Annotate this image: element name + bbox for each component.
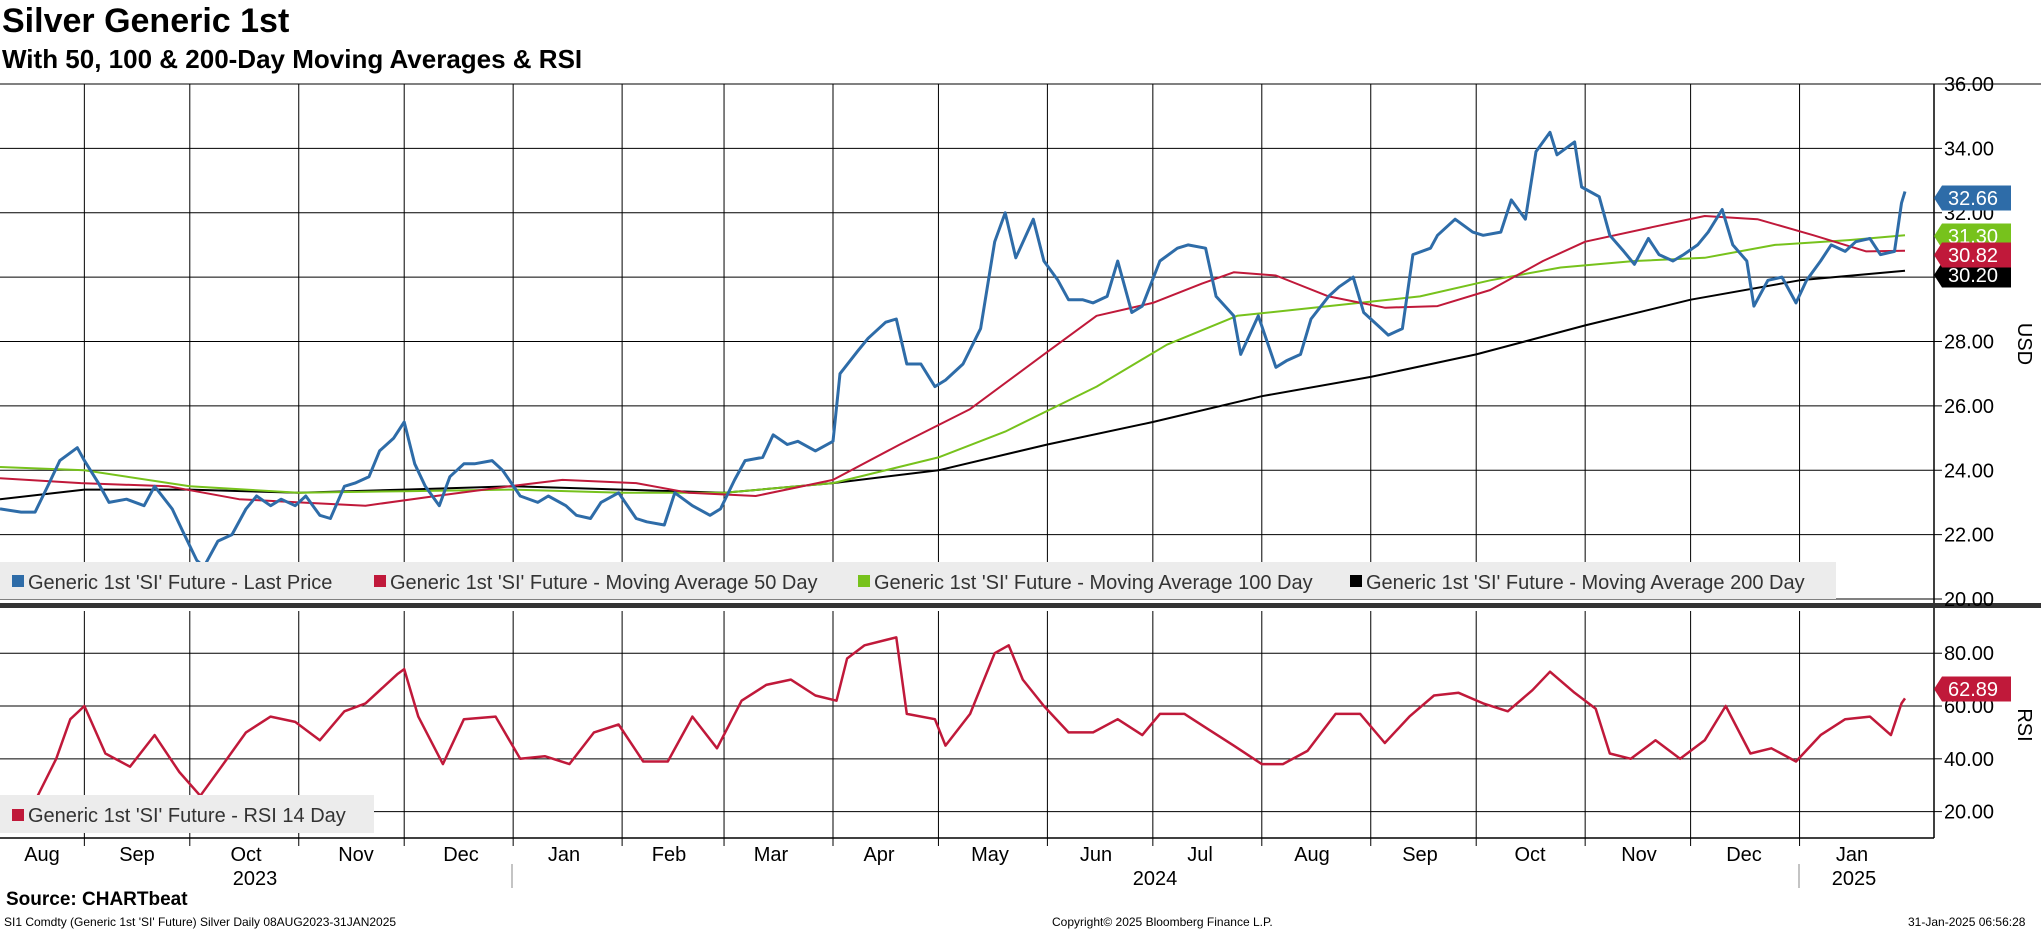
source-note: Source: CHARTbeat bbox=[6, 889, 188, 910]
x-tick-label: Aug bbox=[24, 844, 60, 866]
y-tick-label: 60.00 bbox=[1944, 696, 1994, 718]
x-tick-label: Jun bbox=[1080, 844, 1112, 866]
x-tick-label: May bbox=[971, 844, 1009, 866]
ticker-info: SI1 Comdty (Generic 1st 'SI' Future) Sil… bbox=[4, 915, 397, 929]
y-axis-title: RSI bbox=[2013, 708, 2035, 741]
panel-separator bbox=[0, 603, 2041, 608]
series-line-generic-1st-si-future-moving-average-200-day bbox=[0, 269, 1906, 501]
y-tick-label: 20.00 bbox=[1944, 802, 1994, 824]
x-tick-label: Feb bbox=[652, 844, 686, 866]
svg-text:30.20: 30.20 bbox=[1948, 265, 1998, 287]
x-tick-label: Sep bbox=[119, 844, 155, 866]
legend-label: Generic 1st 'SI' Future - Moving Average… bbox=[874, 572, 1313, 594]
x-year-label: 2025 bbox=[1832, 868, 1877, 890]
svg-text:62.89: 62.89 bbox=[1948, 679, 1998, 701]
legend-item-generic-1st-si-future-last-price: Generic 1st 'SI' Future - Last Price bbox=[12, 572, 332, 594]
series-line-generic-1st-si-future-moving-average-100-day bbox=[0, 234, 1906, 494]
legend-rsi: Generic 1st 'SI' Future - RSI 14 Day bbox=[0, 795, 374, 833]
y-tick-label: 28.00 bbox=[1944, 332, 1994, 354]
x-tick-label: Nov bbox=[1621, 844, 1657, 866]
svg-text:30.82: 30.82 bbox=[1948, 245, 1998, 267]
legend-swatch bbox=[1350, 575, 1362, 587]
legend-label: Generic 1st 'SI' Future - Moving Average… bbox=[390, 572, 817, 594]
legend-main: Generic 1st 'SI' Future - Last Price Gene… bbox=[0, 562, 1836, 599]
last-value-tag-ma200: 30.20 bbox=[1934, 262, 2011, 288]
y-axis-title: USD bbox=[2013, 323, 2035, 365]
x-tick-label: Aug bbox=[1294, 844, 1330, 866]
x-tick-label: Mar bbox=[754, 844, 789, 866]
x-tick-label: Jul bbox=[1187, 844, 1213, 866]
legend-swatch bbox=[12, 575, 24, 587]
y-tick-label: 36.00 bbox=[1944, 74, 1994, 96]
timestamp: 31-Jan-2025 06:56:28 bbox=[1908, 915, 2026, 929]
legend-swatch bbox=[12, 809, 24, 821]
legend-item-generic-1st-si-future-moving-average-200-day: Generic 1st 'SI' Future - Moving Average… bbox=[1350, 572, 1805, 594]
chart-title: Silver Generic 1st bbox=[2, 2, 290, 40]
x-tick-label: Jan bbox=[1836, 844, 1868, 866]
series-line-generic-1st-si-future-rsi-14-day bbox=[0, 636, 1907, 805]
series-line-generic-1st-si-future-moving-average-50-day bbox=[0, 215, 1906, 507]
legend-swatch bbox=[374, 575, 386, 587]
x-tick-label: Dec bbox=[1726, 844, 1762, 866]
y-tick-label: 22.00 bbox=[1944, 525, 1994, 547]
legend-item-generic-1st-si-future-moving-average-100-day: Generic 1st 'SI' Future - Moving Average… bbox=[858, 572, 1313, 594]
svg-text:32.66: 32.66 bbox=[1948, 188, 1998, 210]
legend-label: Generic 1st 'SI' Future - Moving Average… bbox=[1366, 572, 1805, 594]
series-line-generic-1st-si-future-last-price bbox=[0, 130, 1907, 569]
legend-item-generic-1st-si-future-moving-average-50-day: Generic 1st 'SI' Future - Moving Average… bbox=[374, 572, 817, 594]
x-tick-label: Nov bbox=[338, 844, 374, 866]
y-tick-label: 34.00 bbox=[1944, 138, 1994, 160]
y-tick-label: 20.00 bbox=[1944, 589, 1994, 611]
x-tick-label: Apr bbox=[863, 844, 894, 866]
x-tick-label: Oct bbox=[1514, 844, 1546, 866]
y-tick-label: 24.00 bbox=[1944, 460, 1994, 482]
y-tick-label: 26.00 bbox=[1944, 396, 1994, 418]
x-tick-label: Oct bbox=[230, 844, 262, 866]
last-value-tag-price: 32.66 bbox=[1934, 185, 2011, 211]
y-tick-label: 40.00 bbox=[1944, 749, 1994, 771]
x-tick-label: Sep bbox=[1402, 844, 1438, 866]
last-value-tag-rsi: 62.89 bbox=[1934, 676, 2011, 702]
x-year-label: 2023 bbox=[233, 868, 278, 890]
legend-label: Generic 1st 'SI' Future - RSI 14 Day bbox=[28, 805, 346, 827]
legend-swatch bbox=[858, 575, 870, 587]
last-value-tag-ma50: 30.82 bbox=[1934, 242, 2011, 268]
y-tick-label: 80.00 bbox=[1944, 643, 1994, 665]
copyright-note: Copyright© 2025 Bloomberg Finance L.P. bbox=[1052, 915, 1273, 929]
legend-label: Generic 1st 'SI' Future - Last Price bbox=[28, 572, 332, 594]
x-tick-label: Dec bbox=[443, 844, 479, 866]
x-year-label: 2024 bbox=[1133, 868, 1178, 890]
x-tick-label: Jan bbox=[548, 844, 580, 866]
chart-subtitle: With 50, 100 & 200-Day Moving Averages &… bbox=[2, 44, 583, 74]
